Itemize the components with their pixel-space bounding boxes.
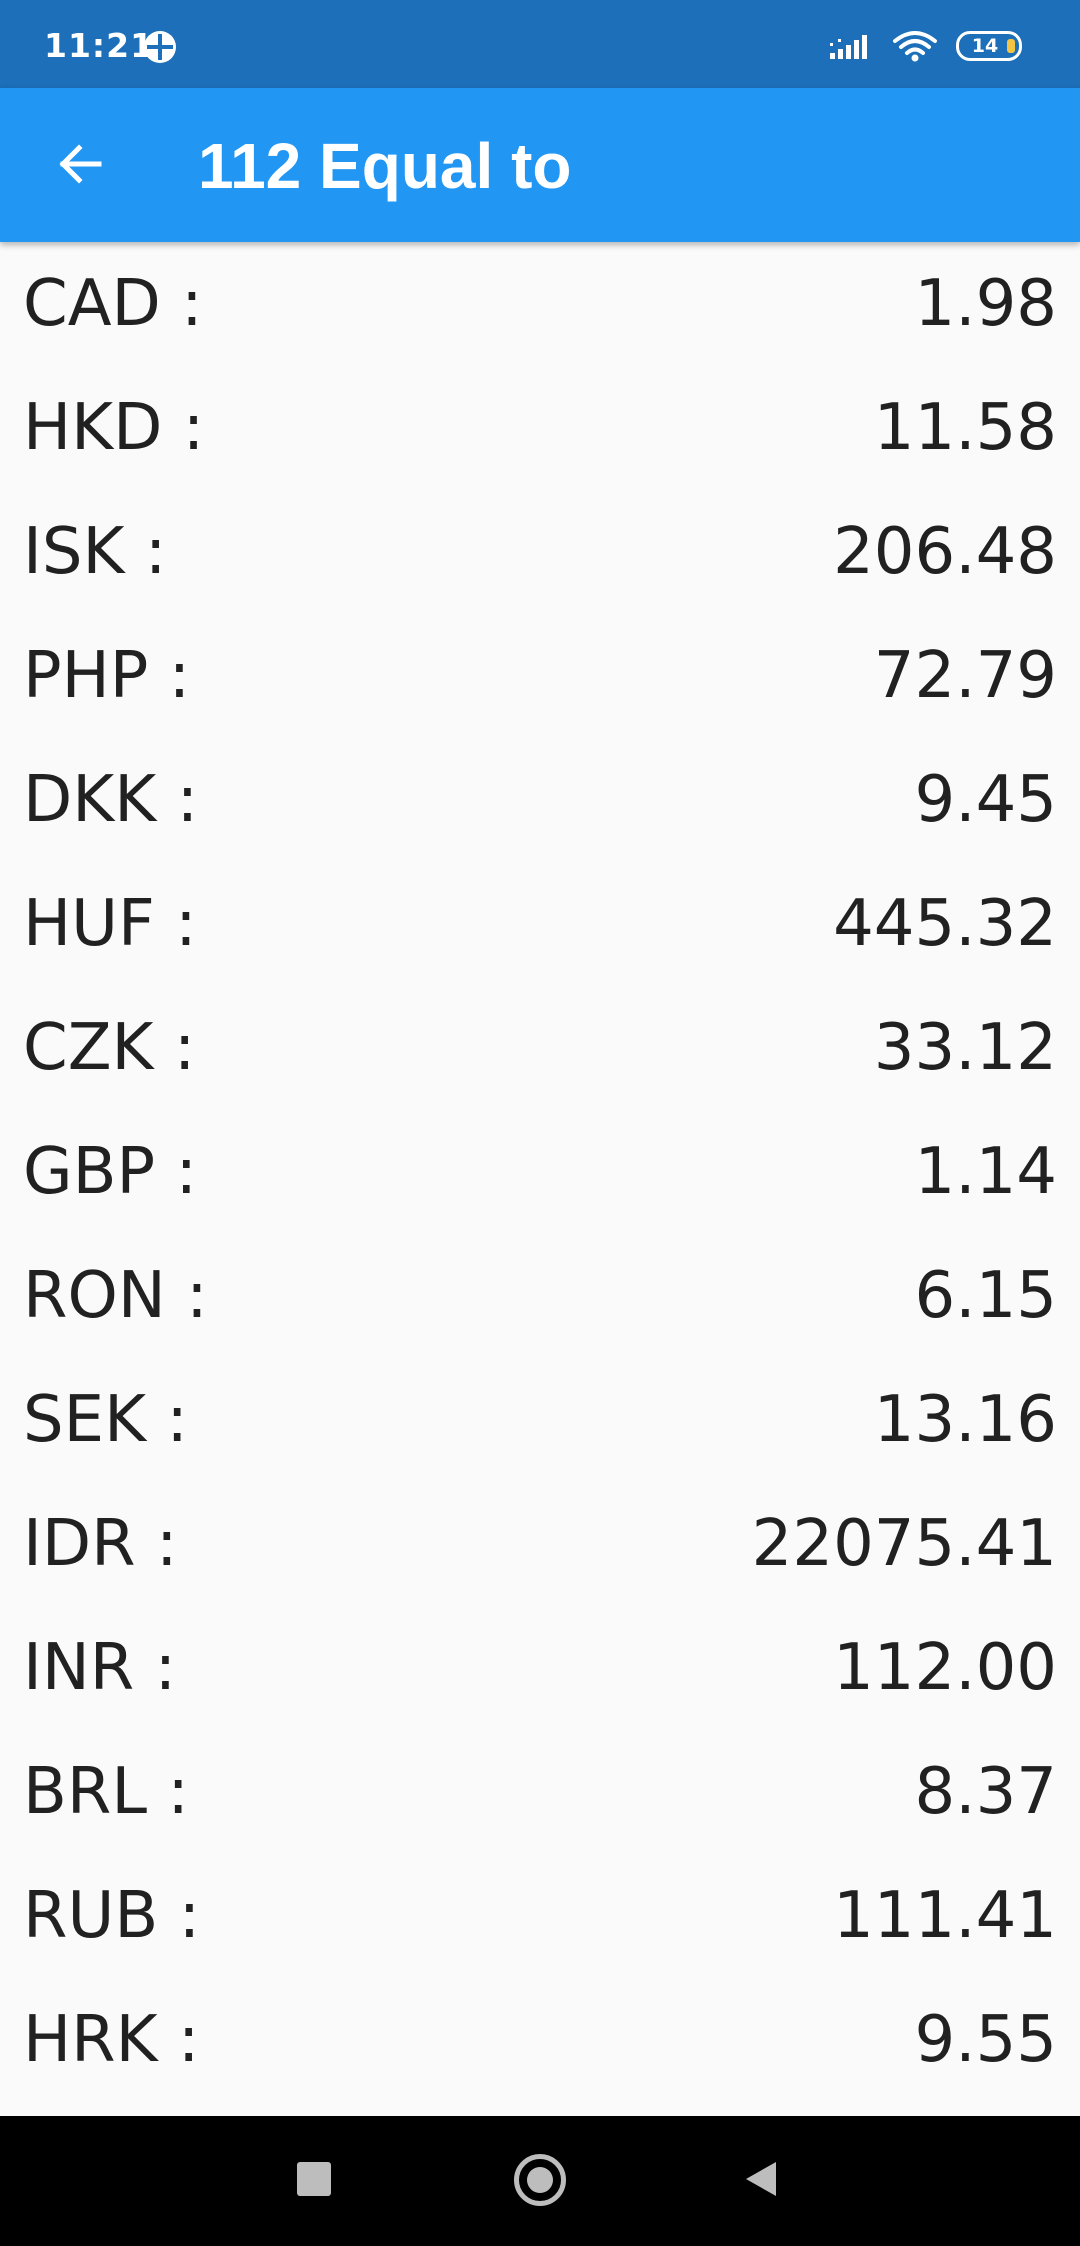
currency-code: INR :: [23, 1631, 177, 1705]
list-item: HRK : 9.55: [0, 1978, 1080, 2102]
rate-list[interactable]: CAD : 1.98 HKD : 11.58 ISK : 206.48 PHP …: [0, 242, 1080, 2116]
currency-value: 8.37: [914, 1755, 1058, 1829]
list-item: PHP : 72.79: [0, 614, 1080, 738]
list-item: DKK : 9.45: [0, 738, 1080, 862]
list-item: SEK : 13.16: [0, 1358, 1080, 1482]
currency-code: CAD :: [23, 267, 203, 341]
battery-level: 14: [971, 35, 999, 57]
currency-value: 11.58: [873, 391, 1057, 465]
currency-code: GBP :: [23, 1135, 197, 1209]
list-item: CZK : 33.12: [0, 986, 1080, 1110]
app-bar: 112 Equal to: [0, 88, 1080, 242]
currency-code: HRK :: [23, 2003, 200, 2077]
recents-square-icon[interactable]: [297, 2162, 331, 2196]
currency-code: RON :: [23, 1259, 208, 1333]
currency-value: 112.00: [833, 1631, 1057, 1705]
list-item: CAD : 1.98: [0, 242, 1080, 366]
currency-value: 13.16: [873, 1383, 1057, 1457]
currency-value: 445.32: [833, 887, 1057, 961]
currency-code: HKD :: [23, 391, 205, 465]
currency-value: 111.41: [833, 1879, 1057, 1953]
currency-code: CZK :: [23, 1011, 196, 1085]
currency-value: 9.45: [914, 763, 1058, 837]
arrow-back-icon: [59, 144, 102, 184]
currency-value: 33.12: [873, 1011, 1057, 1085]
currency-code: DKK :: [23, 763, 199, 837]
currency-value: 72.79: [873, 639, 1057, 713]
back-triangle-icon[interactable]: [744, 2160, 778, 2198]
currency-code: BRL :: [23, 1755, 189, 1829]
currency-value: 9.55: [914, 2003, 1058, 2077]
currency-code: ISK :: [23, 515, 167, 589]
navigation-bar: [0, 2116, 1080, 2246]
list-item: HKD : 11.58: [0, 366, 1080, 490]
list-item: RON : 6.15: [0, 1234, 1080, 1358]
currency-code: SEK :: [23, 1383, 188, 1457]
currency-value: 6.15: [914, 1259, 1058, 1333]
app-notification-icon: [144, 31, 176, 63]
status-icons: 14: [830, 28, 1022, 64]
home-circle-icon[interactable]: [514, 2154, 566, 2206]
status-bar: 11:21 14: [0, 0, 1080, 88]
currency-value: 206.48: [833, 515, 1057, 589]
list-item: IDR : 22075.41: [0, 1482, 1080, 1606]
list-item: HUF : 445.32: [0, 862, 1080, 986]
list-item: GBP : 1.14: [0, 1110, 1080, 1234]
currency-code: HUF :: [23, 887, 197, 961]
wifi-icon: [893, 31, 937, 62]
currency-code: PHP :: [23, 639, 191, 713]
page-title: 112 Equal to: [198, 130, 572, 202]
list-item: BRL : 8.37: [0, 1730, 1080, 1854]
signal-icon: [830, 35, 867, 59]
currency-value: 1.14: [914, 1135, 1058, 1209]
status-time: 11:21: [44, 26, 155, 65]
list-item: RUB : 111.41: [0, 1854, 1080, 1978]
currency-value: 1.98: [914, 267, 1058, 341]
back-button[interactable]: [40, 124, 120, 204]
currency-code: RUB :: [23, 1879, 201, 1953]
currency-value: 22075.41: [751, 1507, 1057, 1581]
list-item: INR : 112.00: [0, 1606, 1080, 1730]
list-item: ISK : 206.48: [0, 490, 1080, 614]
currency-code: IDR :: [23, 1507, 178, 1581]
battery-fill: [1007, 39, 1015, 53]
battery-icon: 14: [956, 31, 1022, 61]
